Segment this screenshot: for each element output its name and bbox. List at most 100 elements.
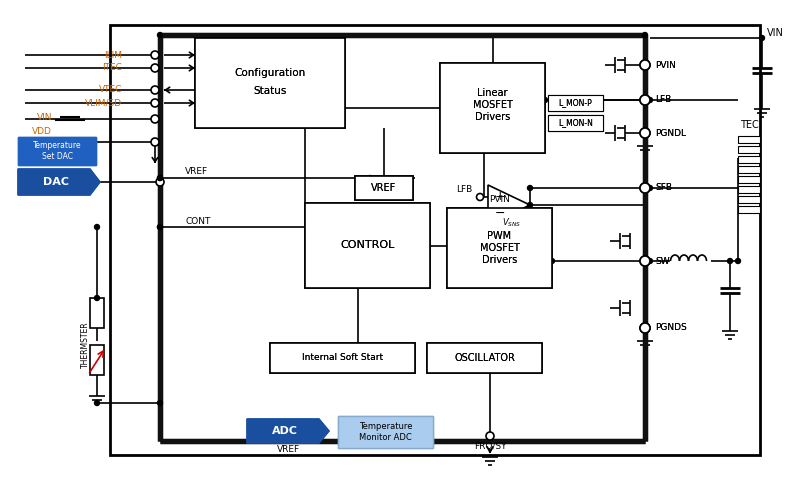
Bar — [738, 166, 760, 173]
Text: PVIN: PVIN — [655, 60, 676, 70]
Text: DAC: DAC — [43, 177, 69, 187]
Bar — [18, 137, 96, 165]
Bar — [270, 343, 415, 373]
Polygon shape — [488, 185, 530, 225]
Text: LFB: LFB — [456, 185, 472, 195]
Circle shape — [550, 258, 554, 264]
Text: VLIM/SD: VLIM/SD — [85, 99, 122, 108]
Text: +: + — [494, 190, 506, 203]
Bar — [270, 343, 415, 373]
Text: Configuration: Configuration — [234, 68, 306, 78]
Circle shape — [647, 258, 653, 264]
Text: Linear: Linear — [478, 88, 508, 98]
Bar — [305, 203, 430, 288]
Text: MOSFET: MOSFET — [473, 100, 513, 110]
Bar — [447, 208, 552, 288]
Bar — [447, 208, 552, 288]
Text: FRQ/SY: FRQ/SY — [474, 441, 506, 451]
Text: Configuration: Configuration — [234, 68, 306, 78]
Text: Temperature
Set DAC: Temperature Set DAC — [33, 142, 82, 161]
Bar — [738, 156, 760, 163]
Bar — [738, 186, 760, 193]
Text: TEC: TEC — [740, 120, 758, 130]
Text: VIN: VIN — [37, 114, 52, 123]
Circle shape — [151, 64, 159, 72]
Circle shape — [158, 400, 162, 406]
Bar — [195, 38, 345, 128]
Bar — [427, 343, 542, 373]
Circle shape — [527, 185, 533, 190]
Bar — [548, 115, 603, 131]
Text: SW: SW — [655, 256, 670, 266]
Circle shape — [94, 400, 99, 406]
Circle shape — [158, 175, 162, 181]
Text: Temperature
Set DAC: Temperature Set DAC — [33, 142, 82, 161]
Text: Temperature
Monitor ADC: Temperature Monitor ADC — [358, 422, 412, 441]
Circle shape — [640, 95, 650, 105]
Text: VREF: VREF — [185, 168, 208, 176]
Bar — [427, 343, 542, 373]
Circle shape — [640, 128, 650, 138]
Text: VDD: VDD — [32, 127, 52, 136]
Circle shape — [151, 86, 159, 94]
Text: Internal Soft Start: Internal Soft Start — [302, 354, 383, 363]
Circle shape — [640, 183, 650, 193]
Bar — [738, 146, 760, 153]
Text: AGND: AGND — [26, 138, 52, 146]
Circle shape — [481, 98, 486, 102]
Text: Linear: Linear — [478, 88, 508, 98]
Text: L_MON-P: L_MON-P — [558, 99, 592, 108]
Circle shape — [640, 323, 650, 333]
Bar — [195, 38, 345, 128]
Text: PWM: PWM — [487, 231, 511, 241]
Circle shape — [640, 183, 650, 193]
Text: OSCILLATOR: OSCILLATOR — [454, 353, 515, 363]
Text: Temperature
Monitor ADC: Temperature Monitor ADC — [358, 422, 412, 441]
Text: $V_{SNS}$: $V_{SNS}$ — [502, 217, 522, 229]
Text: PVIN: PVIN — [655, 60, 676, 70]
Bar — [548, 115, 603, 131]
Text: VTEC: VTEC — [98, 85, 122, 95]
Bar — [738, 136, 760, 143]
Circle shape — [640, 60, 650, 70]
Text: THERMSTER: THERMSTER — [81, 322, 90, 369]
Text: PGNDS: PGNDS — [655, 324, 686, 332]
Polygon shape — [18, 169, 100, 195]
Circle shape — [151, 99, 159, 107]
Text: PGNDL: PGNDL — [655, 128, 686, 138]
Bar — [90, 345, 104, 375]
Text: LFB: LFB — [655, 96, 671, 104]
Bar — [90, 298, 104, 328]
Circle shape — [94, 225, 99, 229]
Circle shape — [527, 202, 533, 208]
Text: DAC: DAC — [43, 177, 69, 187]
Circle shape — [367, 175, 373, 181]
Circle shape — [727, 258, 733, 264]
Text: VIN: VIN — [767, 28, 784, 38]
Bar — [738, 176, 760, 183]
Bar — [738, 196, 760, 203]
Circle shape — [158, 225, 162, 229]
Text: L_MON-N: L_MON-N — [558, 118, 593, 128]
Text: PGNDS: PGNDS — [655, 324, 686, 332]
Circle shape — [642, 32, 647, 38]
Circle shape — [156, 178, 164, 186]
Text: VREF: VREF — [371, 183, 397, 193]
Text: CONTROL: CONTROL — [340, 241, 394, 251]
Bar — [548, 95, 603, 111]
Text: SFB: SFB — [655, 184, 672, 193]
Circle shape — [151, 115, 159, 123]
Text: Drivers: Drivers — [482, 255, 517, 265]
Bar — [440, 63, 545, 153]
Bar — [305, 203, 430, 288]
Circle shape — [486, 432, 494, 440]
Circle shape — [640, 256, 650, 266]
Text: CONT: CONT — [185, 216, 210, 226]
Text: PVIN: PVIN — [489, 196, 510, 204]
Circle shape — [647, 98, 653, 102]
Circle shape — [640, 323, 650, 333]
Text: L_MON-P: L_MON-P — [558, 99, 592, 108]
Polygon shape — [247, 419, 329, 443]
Bar — [548, 95, 603, 111]
Bar — [355, 176, 413, 200]
